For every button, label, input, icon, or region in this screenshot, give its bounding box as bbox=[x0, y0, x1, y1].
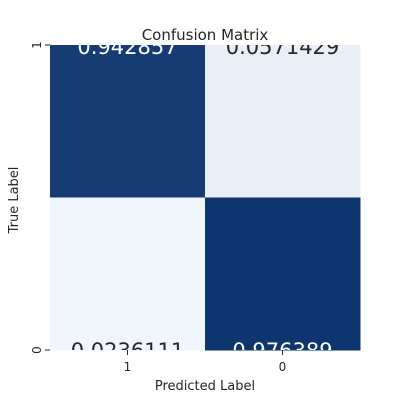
heatmap-cell-r1-c1 bbox=[205, 197, 361, 351]
y-tick-label: 0 bbox=[30, 346, 44, 354]
heatmap-cells bbox=[50, 45, 361, 351]
cell-value-label-r0-c1: 0.0571429 bbox=[226, 35, 340, 59]
cell-value-label-r1-c0: 0.0236111 bbox=[71, 339, 185, 363]
y-axis-ticks: 10 bbox=[30, 41, 50, 354]
heatmap-cell-r0-c1 bbox=[205, 45, 361, 198]
x-axis-label: Predicted Label bbox=[155, 379, 255, 394]
heatmap-cell-r1-c0 bbox=[50, 197, 206, 351]
x-tick-label: 0 bbox=[279, 360, 287, 374]
cell-value-label-r1-c1: 0.976389 bbox=[232, 339, 332, 363]
chart-title: Confusion Matrix bbox=[142, 26, 269, 44]
y-axis-label: True Label bbox=[7, 167, 22, 235]
y-tick-label: 1 bbox=[30, 41, 44, 49]
heatmap-cell-labels: 0.942857 0.0571429 0.0236111 0.976389 bbox=[71, 35, 340, 363]
heatmap-cell-r0-c0 bbox=[50, 45, 206, 198]
x-tick-label: 1 bbox=[124, 360, 132, 374]
cell-value-label-r0-c0: 0.942857 bbox=[77, 35, 177, 59]
